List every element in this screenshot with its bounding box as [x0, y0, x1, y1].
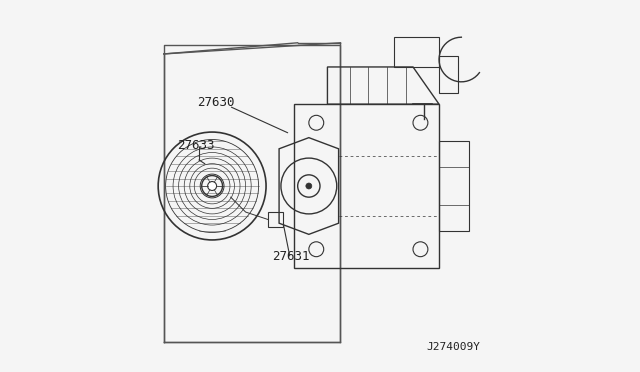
Circle shape	[306, 183, 312, 189]
Text: J274009Y: J274009Y	[426, 341, 480, 352]
Circle shape	[207, 182, 216, 190]
Text: 27631: 27631	[271, 250, 309, 263]
Text: 27630: 27630	[197, 96, 235, 109]
Text: 27633: 27633	[177, 139, 214, 152]
